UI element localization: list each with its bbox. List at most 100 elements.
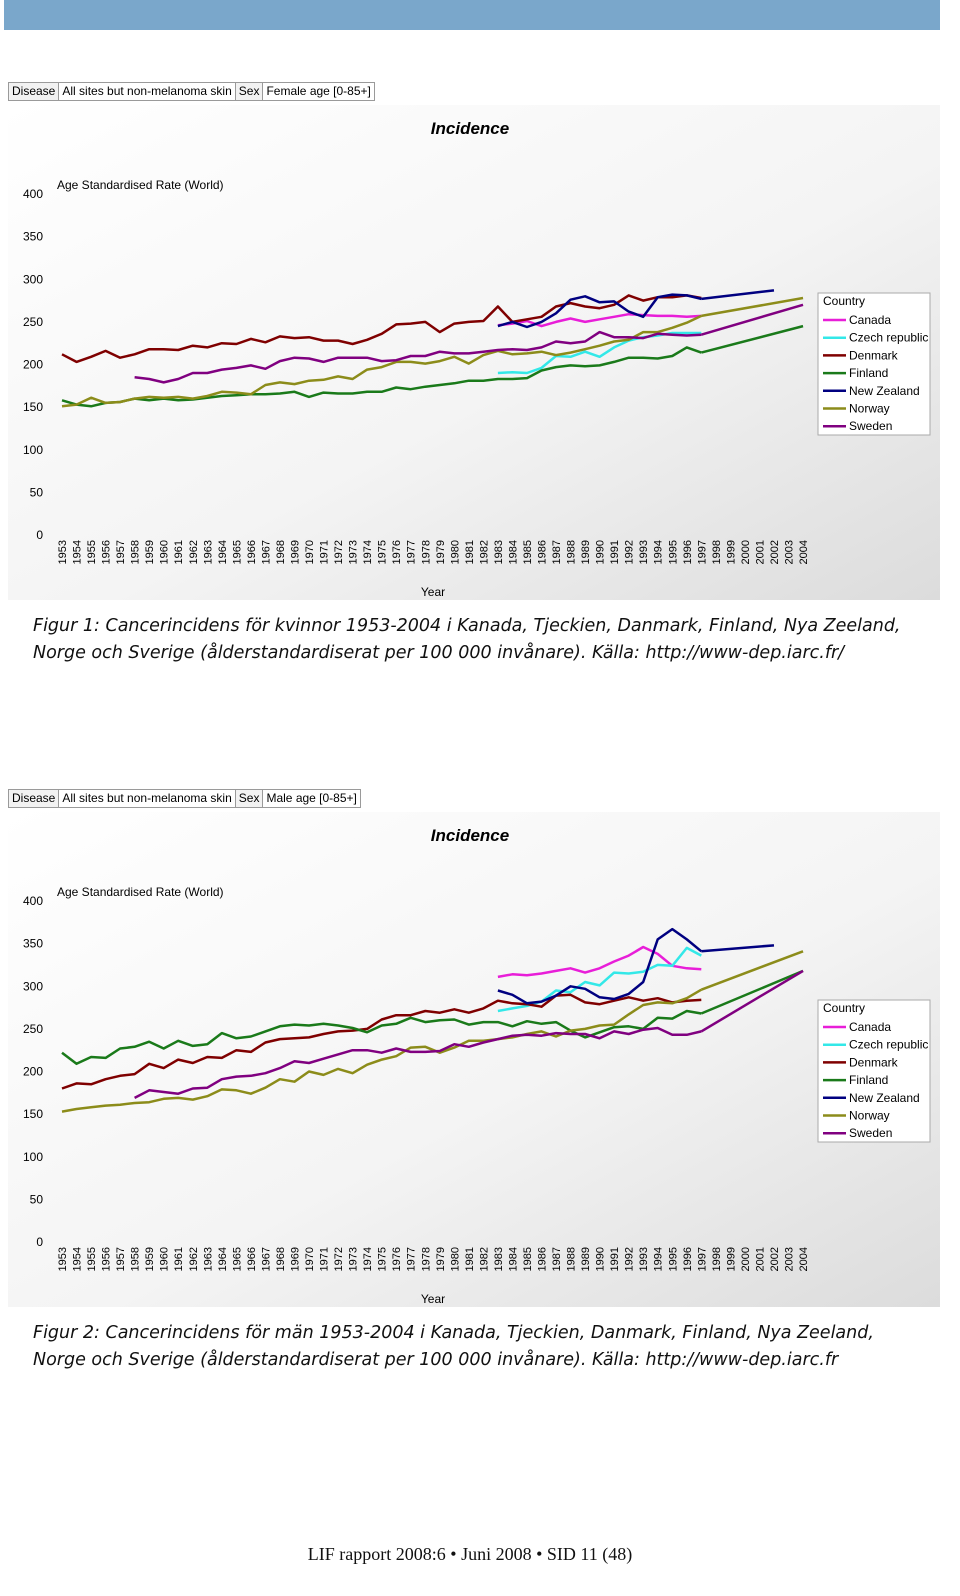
x-tick-label: 1970 <box>304 540 316 564</box>
y-tick-label: 400 <box>23 187 43 201</box>
x-tick-label: 1990 <box>595 1247 607 1271</box>
legend-label: New Zealand <box>849 1091 920 1105</box>
legend-label: Finland <box>849 366 888 380</box>
x-tick-label: 1996 <box>682 1247 694 1271</box>
x-tick-label: 1969 <box>289 1247 301 1271</box>
x-tick-label: 1978 <box>420 1247 432 1271</box>
x-tick-label: 2000 <box>740 1247 752 1271</box>
y-tick-label: 200 <box>23 1065 43 1079</box>
x-tick-label: 1971 <box>319 1247 331 1271</box>
x-tick-label: 1999 <box>725 540 737 564</box>
gap-connector <box>700 969 804 1015</box>
filter-value: All sites but non-melanoma skin <box>59 790 236 807</box>
x-tick-label: 1965 <box>231 540 243 564</box>
footer: LIF rapport 2008:6 • Juni 2008 • SID 11 … <box>307 1544 633 1564</box>
gap-connector <box>701 324 804 354</box>
x-tick-label: 1977 <box>406 540 418 564</box>
figure-caption: Figur 1: Cancerincidens för kvinnor 1953… <box>33 616 901 663</box>
gap-connector <box>701 944 775 953</box>
y-tick-label: 250 <box>23 1022 43 1036</box>
x-tick-label: 2004 <box>798 1247 810 1271</box>
y-axis-label: Age Standardised Rate (World) <box>57 885 224 899</box>
x-tick-label: 1959 <box>144 1247 156 1271</box>
x-tick-label: 1991 <box>609 1247 621 1271</box>
legend-label: Sweden <box>849 419 892 433</box>
x-tick-label: 1989 <box>580 540 592 564</box>
x-tick-label: 1974 <box>362 1247 374 1271</box>
x-tick-label: 1988 <box>566 1247 578 1271</box>
x-tick-label: 1976 <box>391 540 403 564</box>
x-tick-label: 1960 <box>159 1247 171 1271</box>
chart: Incidence Age Standardised Rate (World) 0 5… <box>8 105 940 600</box>
y-tick-label: 300 <box>23 979 43 993</box>
x-tick-label: 1987 <box>551 540 563 564</box>
x-tick-label: 1983 <box>493 1247 505 1271</box>
x-tick-label: 1969 <box>289 540 301 564</box>
x-tick-label: 1992 <box>624 540 636 564</box>
x-tick-label: 1968 <box>275 540 287 564</box>
x-tick-label: 1981 <box>464 1247 476 1271</box>
x-tick-label: 1967 <box>260 540 272 564</box>
x-tick-label: 1965 <box>231 1247 243 1271</box>
series-line <box>61 993 702 1090</box>
x-tick-label: 1968 <box>275 1247 287 1271</box>
x-tick-label: 1986 <box>536 1247 548 1271</box>
x-tick-label: 1960 <box>159 540 171 564</box>
chart: Incidence Age Standardised Rate (World) 0 5… <box>8 812 940 1307</box>
x-tick-label: 1978 <box>420 540 432 564</box>
filter-value: Male age [0-85+] <box>266 791 357 805</box>
x-tick-label: 1987 <box>551 1247 563 1271</box>
x-axis-label: Year <box>421 585 445 599</box>
x-tick-label: 2003 <box>784 540 796 564</box>
legend-label: Sweden <box>849 1126 892 1140</box>
x-tick-label: 1993 <box>638 1247 650 1271</box>
x-tick-label: 1980 <box>449 1247 461 1271</box>
x-tick-label: 1995 <box>667 1247 679 1271</box>
legend-label: Czech republic <box>849 331 928 345</box>
x-tick-label: 1967 <box>260 1247 272 1271</box>
series-line <box>61 314 702 408</box>
x-tick-label: 1997 <box>696 540 708 564</box>
x-tick-label: 1992 <box>624 1247 636 1271</box>
x-tick-label: 1966 <box>246 540 258 564</box>
x-tick-label: 2002 <box>769 1247 781 1271</box>
x-tick-label: 1994 <box>653 540 665 564</box>
x-tick-label: 1956 <box>101 540 113 564</box>
x-tick-label: 1998 <box>711 540 723 564</box>
x-tick-label: 1963 <box>202 540 214 564</box>
x-tick-label: 1996 <box>682 540 694 564</box>
x-tick-label: 1985 <box>522 1247 534 1271</box>
y-tick-label: 150 <box>23 1107 43 1121</box>
y-tick-label: 150 <box>23 400 43 414</box>
x-tick-label: 1964 <box>217 540 229 564</box>
x-tick-label: 1982 <box>478 1247 490 1271</box>
legend-title: Country <box>823 294 865 308</box>
x-tick-label: 1971 <box>319 540 331 564</box>
x-tick-label: 1974 <box>362 540 374 564</box>
x-tick-label: 2002 <box>769 540 781 564</box>
x-tick-label: 1972 <box>333 540 345 564</box>
y-tick-label: 400 <box>23 894 43 908</box>
filter-value: All sites but non-melanoma skin <box>59 83 236 100</box>
legend-box <box>817 999 931 1143</box>
y-tick-label: 0 <box>36 1235 43 1249</box>
x-tick-label: 1955 <box>86 540 98 564</box>
legend-label: Norway <box>849 1109 890 1123</box>
chart-title: Incidence <box>431 119 509 138</box>
chart-background <box>8 812 940 1307</box>
gap-connector <box>701 296 804 318</box>
legend-label: Denmark <box>849 348 899 362</box>
gap-connector <box>700 969 804 1033</box>
x-tick-label: 1973 <box>348 540 360 564</box>
x-tick-label: 1977 <box>406 1247 418 1271</box>
x-tick-label: 1985 <box>522 540 534 564</box>
y-tick-label: 100 <box>23 1150 43 1164</box>
x-tick-label: 1973 <box>348 1247 360 1271</box>
legend-label: Canada <box>849 1020 891 1034</box>
series-line <box>497 293 702 329</box>
x-tick-label: 1979 <box>435 1247 447 1271</box>
x-tick-label: 1998 <box>711 1247 723 1271</box>
x-tick-label: 1976 <box>391 1247 403 1271</box>
x-tick-label: 1962 <box>188 540 200 564</box>
